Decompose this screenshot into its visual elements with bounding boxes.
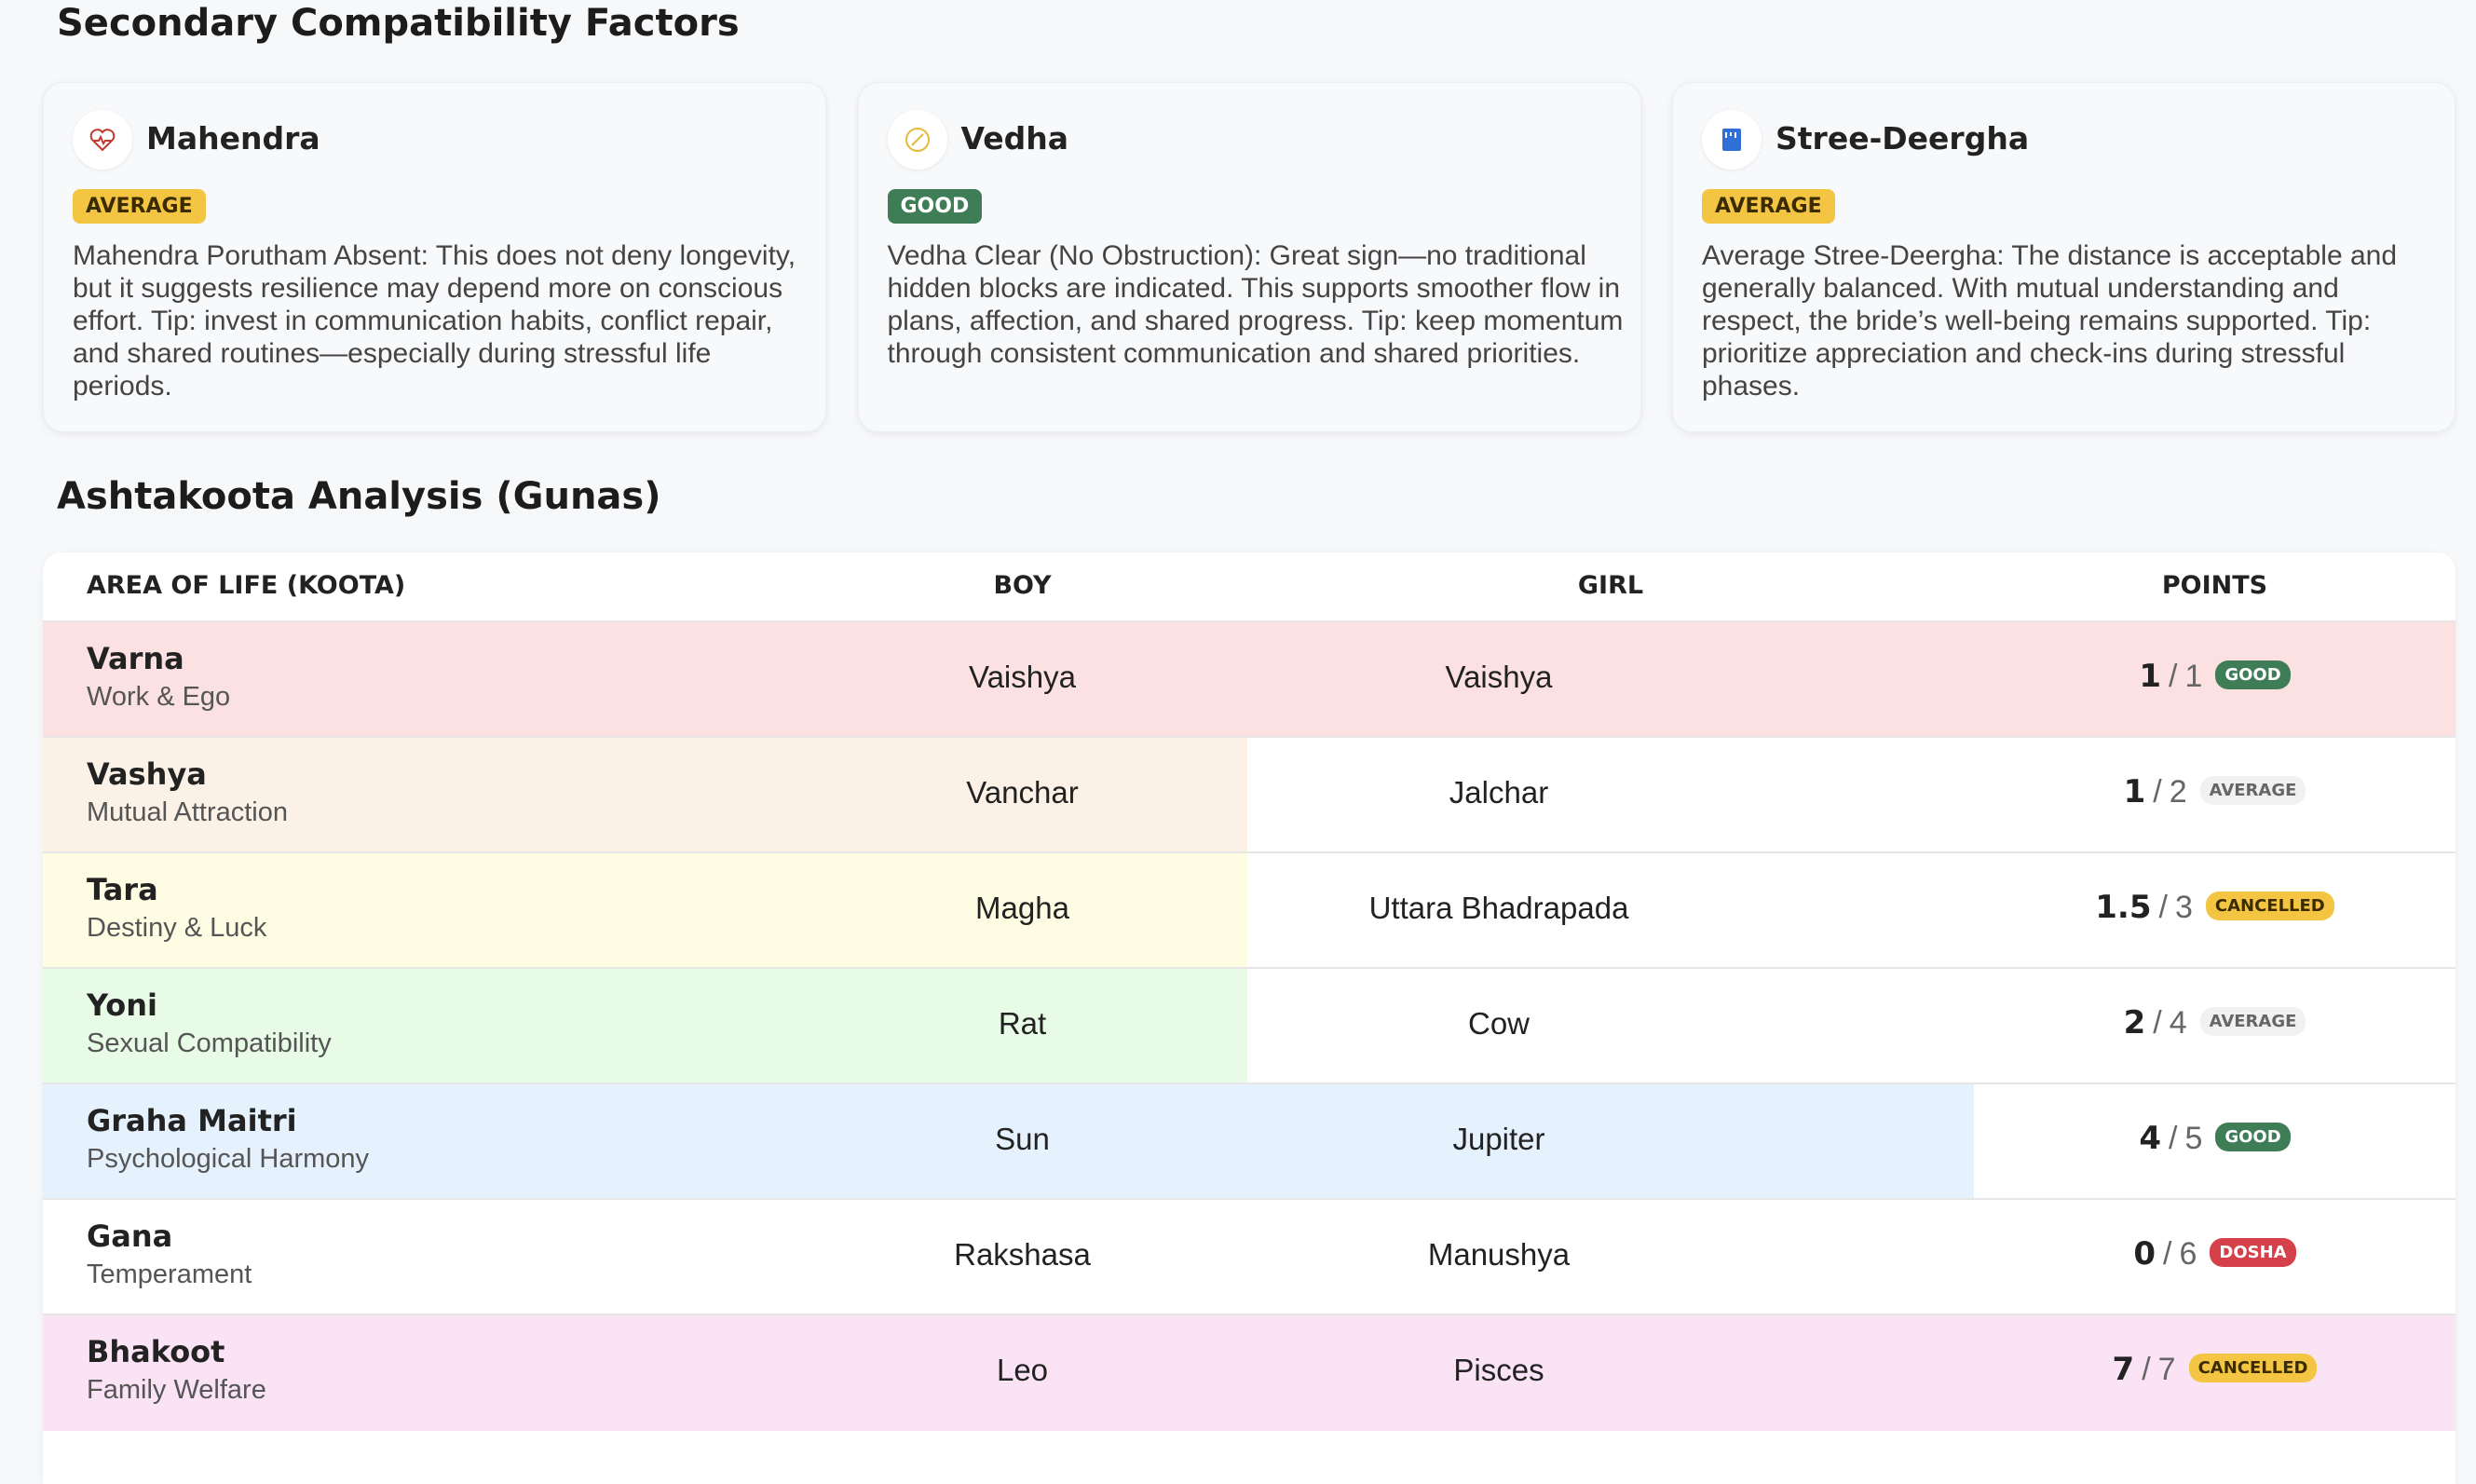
boy-value: Leo [996, 1353, 1049, 1387]
points-max: 4 [2169, 1005, 2187, 1041]
status-badge: AVERAGE [2199, 776, 2306, 805]
points-earned: 0 [2133, 1235, 2156, 1273]
row-highlight [43, 622, 2456, 738]
factor-card: Mahendra AVERAGE Mahendra Porutham Absent:… [43, 82, 826, 432]
factor-card: Stree-Deergha AVERAGE Average Stree-Deergh… [1672, 82, 2456, 432]
points-max: 7 [2157, 1352, 2176, 1387]
points: 2/4 AVERAGE [1974, 1004, 2456, 1042]
card-badge: GOOD [887, 189, 983, 224]
girl-value: Jupiter [1452, 1122, 1545, 1156]
boy-value: Sun [995, 1122, 1050, 1156]
separator: / [2158, 890, 2168, 925]
table-row: Gana Temperament Rakshasa Manushya 0/6 DOSHA [43, 1198, 2456, 1315]
girl-value: Uttara Bhadrapada [1368, 891, 1629, 925]
points-earned: 7 [2112, 1351, 2135, 1388]
status-badge: CANCELLED [2188, 1354, 2318, 1382]
points: 1/2 AVERAGE [1974, 773, 2456, 810]
points: 1.5/3 CANCELLED [1974, 889, 2456, 926]
row-highlight [43, 853, 1247, 969]
table-row: Varna Work & Ego Vaishya Vaishya 1/1 GOOD [43, 620, 2456, 738]
koota-name: Tara [87, 872, 158, 907]
boy-value: Rat [998, 1006, 1047, 1041]
card-text: Average Stree-Deergha: The distance is a… [1702, 240, 2398, 402]
points-max: 6 [2179, 1236, 2197, 1272]
koota-name: Graha Maitri [87, 1103, 297, 1138]
card-text: Vedha Clear (No Obstruction): Great sign… [887, 240, 1624, 369]
points-earned: 1 [2139, 658, 2161, 695]
koota-area: Mutual Attraction [87, 797, 288, 827]
points-max: 2 [2169, 774, 2187, 810]
card-icon [73, 110, 132, 170]
card-icon [1702, 110, 1762, 170]
koota-name: Bhakoot [87, 1334, 225, 1369]
guna-table: AREA OF LIFE (KOOTA) BOY GIRL POINTS Varna Wo… [43, 552, 2456, 1484]
status-badge: GOOD [2215, 1123, 2291, 1151]
koota-area: Psychological Harmony [87, 1144, 370, 1174]
points-earned: 1.5 [2095, 889, 2152, 926]
section-title: Ashtakoota Analysis (Gunas) [57, 475, 661, 518]
boy-value: Vaishya [969, 660, 1076, 694]
separator: / [2168, 659, 2178, 694]
separator: / [2168, 1121, 2178, 1156]
row-highlight [43, 738, 1247, 853]
status-badge: GOOD [2215, 660, 2291, 689]
status-badge: AVERAGE [2199, 1007, 2306, 1036]
koota-name: Gana [87, 1219, 173, 1254]
points-earned: 1 [2123, 773, 2146, 810]
points: 0/6 DOSHA [1974, 1235, 2456, 1273]
card-title: Mahendra [146, 120, 320, 157]
separator: / [2153, 1005, 2162, 1041]
boy-value: Vanchar [966, 775, 1079, 810]
boy-value: Magha [975, 891, 1069, 925]
separator: / [2163, 1236, 2172, 1272]
table-row: Vashya Mutual Attraction Vanchar Jalchar 1/2… [43, 736, 2456, 853]
girl-value: Jalchar [1449, 775, 1549, 810]
points-max: 5 [2184, 1121, 2203, 1156]
girl-value: Vaishya [1445, 660, 1553, 694]
separator: / [2153, 774, 2162, 810]
points: 7/7 CANCELLED [1974, 1351, 2456, 1388]
points-earned: 2 [2123, 1004, 2146, 1042]
section-title: Secondary Compatibility Factors [57, 2, 740, 45]
girl-value: Pisces [1453, 1353, 1544, 1387]
table-header: GIRL [1577, 571, 1644, 600]
points: 4/5 GOOD [1974, 1120, 2456, 1157]
table-row: Bhakoot Family Welfare Leo Pisces 7/7 CANCELL… [43, 1314, 2456, 1431]
points: 1/1 GOOD [1974, 658, 2456, 695]
factor-card: Vedha GOOD Vedha Clear (No Obstruction): G… [857, 82, 1641, 432]
boy-value: Rakshasa [954, 1237, 1091, 1272]
koota-area: Work & Ego [87, 682, 231, 712]
table-row: Graha Maitri Psychological Harmony Sun Jupi… [43, 1082, 2456, 1200]
table-row: Tara Destiny & Luck Magha Uttara Bhadrapada… [43, 851, 2456, 969]
koota-name: Varna [87, 641, 184, 676]
card-badge: AVERAGE [1702, 189, 1835, 224]
points-earned: 4 [2139, 1120, 2161, 1157]
koota-area: Destiny & Luck [87, 913, 267, 943]
card-text: Mahendra Porutham Absent: This does not … [73, 240, 796, 402]
points-max: 3 [2174, 890, 2193, 925]
separator: / [2142, 1352, 2151, 1387]
koota-area: Family Welfare [87, 1375, 266, 1405]
card-title: Stree-Deergha [1775, 120, 2030, 157]
koota-name: Yoni [87, 987, 157, 1023]
status-badge: CANCELLED [2205, 892, 2334, 920]
koota-area: Sexual Compatibility [87, 1028, 332, 1058]
table-row: Yoni Sexual Compatibility Rat Cow 2/4 AVERAGE [43, 967, 2456, 1084]
koota-area: Temperament [87, 1259, 252, 1289]
table-header: POINTS [2161, 571, 2268, 600]
card-badge: AVERAGE [73, 189, 206, 224]
page: Secondary Compatibility Factors Mahendra… [43, 2, 2456, 1431]
card-title: Vedha [960, 120, 1069, 157]
card-icon [887, 110, 947, 170]
status-badge: DOSHA [2210, 1238, 2296, 1267]
girl-value: Cow [1467, 1006, 1530, 1041]
points-max: 1 [2184, 659, 2203, 694]
table-header: AREA OF LIFE (KOOTA) [87, 571, 406, 600]
table-header: BOY [993, 571, 1052, 600]
row-highlight [43, 1084, 1974, 1200]
row-highlight [43, 969, 1247, 1084]
girl-value: Manushya [1427, 1237, 1571, 1272]
koota-name: Vashya [87, 756, 207, 792]
